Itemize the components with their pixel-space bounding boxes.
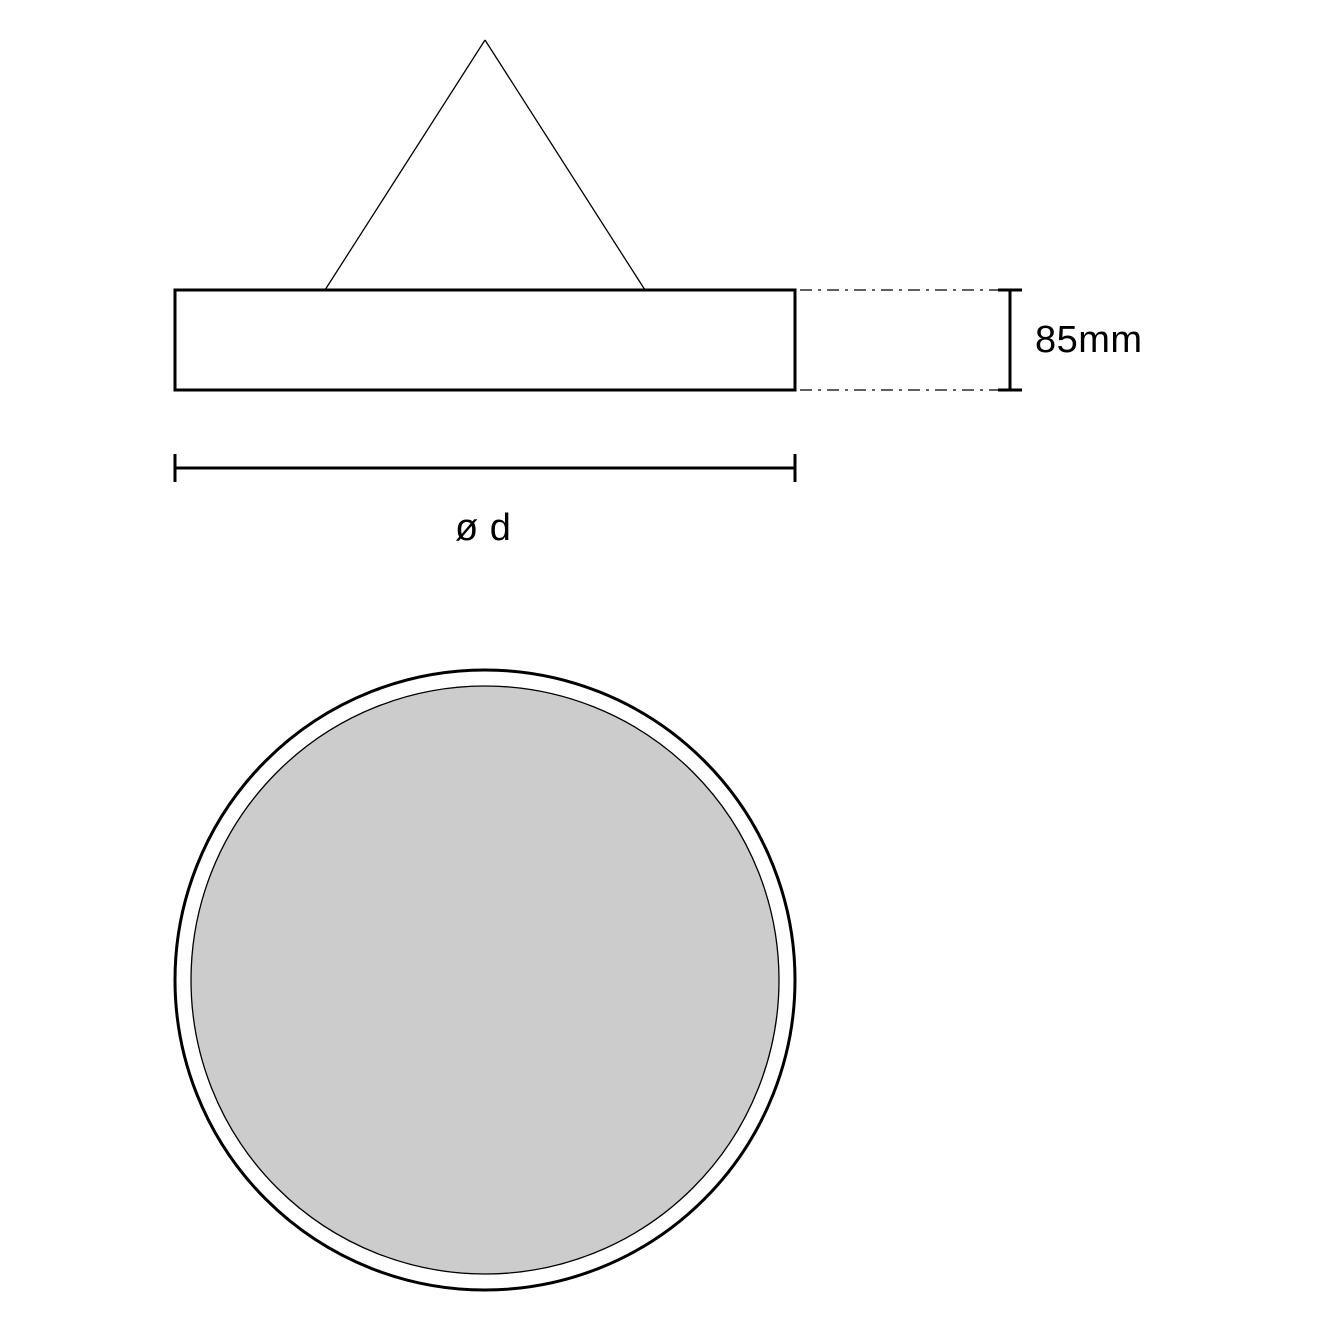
- suspension-wire-right: [485, 40, 645, 290]
- suspension-wire-left: [325, 40, 485, 290]
- diameter-label: ø d: [455, 507, 511, 549]
- fixture-side-view: [175, 290, 795, 390]
- height-label: 85mm: [1035, 319, 1143, 361]
- plan-diffuser: [191, 686, 779, 1274]
